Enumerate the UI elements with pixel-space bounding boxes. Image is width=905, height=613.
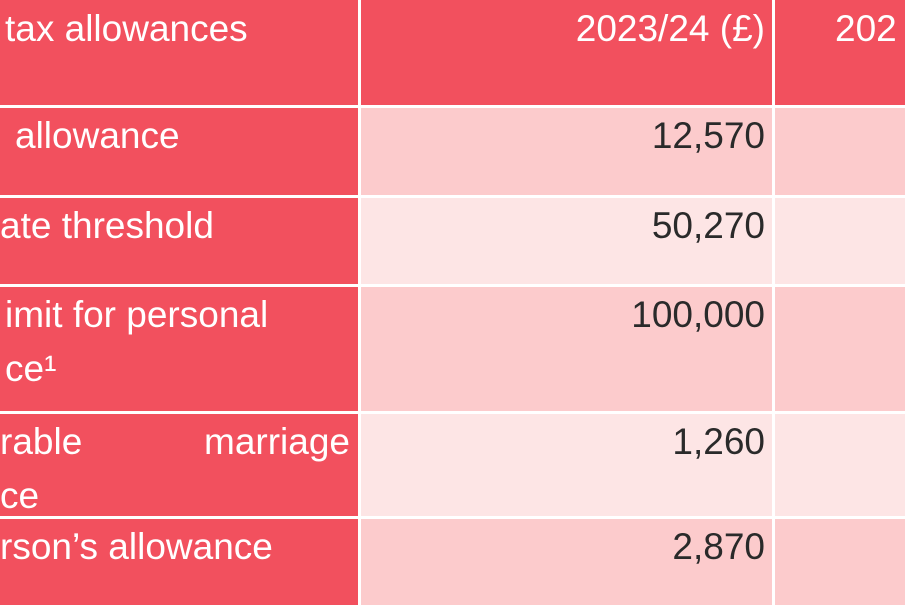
row-label-cell (0, 287, 358, 411)
row-value: 12,570 (651, 115, 765, 156)
header-text: 2023/24 (£) (575, 8, 765, 49)
row-label: rable marriage (0, 421, 350, 462)
value-cell (775, 519, 905, 605)
header-cell (361, 0, 772, 105)
value-cell (775, 287, 905, 411)
row-label-cell (0, 108, 358, 195)
value-cell (775, 414, 905, 516)
row-label-cell (0, 198, 358, 284)
row-label-cell (0, 414, 358, 516)
value-cell (361, 198, 772, 284)
row-label: allowance (15, 115, 180, 156)
row-label: ate threshold (0, 205, 214, 246)
header-cell (0, 0, 358, 105)
value-cell (361, 287, 772, 411)
row-value: 100,000 (631, 294, 765, 335)
row-label: ce (0, 475, 40, 516)
row-value: 2,870 (672, 526, 765, 567)
row-value: 1,260 (672, 421, 765, 462)
value-cell (361, 519, 772, 605)
header-cell (775, 0, 905, 105)
row-label: ce¹ (5, 348, 57, 389)
value-cell (775, 198, 905, 284)
header-text: tax allowances (5, 8, 248, 49)
row-value: 50,270 (651, 205, 765, 246)
header-text: 202 (835, 8, 897, 49)
value-cell (361, 108, 772, 195)
row-label: rson’s allowance (0, 526, 273, 567)
value-cell (361, 414, 772, 516)
value-cell (775, 108, 905, 195)
row-label-cell (0, 519, 358, 605)
row-label: imit for personal (5, 294, 269, 335)
